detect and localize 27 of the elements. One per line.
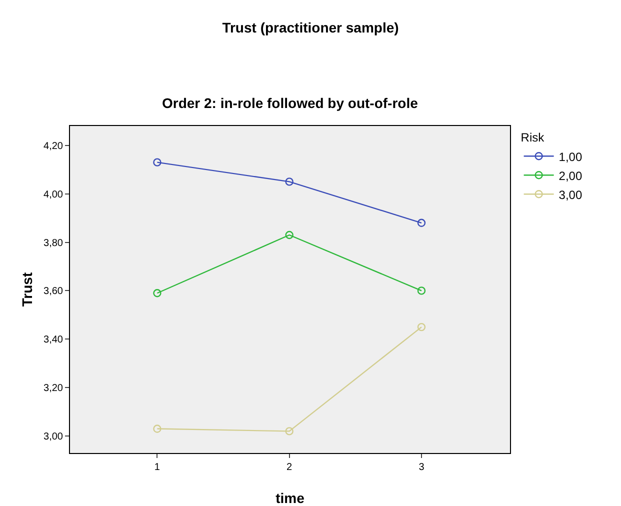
y-tick-label: 3,20 — [44, 383, 64, 394]
point — [285, 178, 294, 186]
chart-title: Trust (practitioner sample) — [222, 20, 399, 36]
y-tick-label: 4,20 — [44, 140, 64, 152]
legend-label: 1,00 — [558, 150, 582, 164]
legend-label: 3,00 — [558, 188, 582, 202]
point — [285, 427, 294, 436]
y-tick-label: 4,00 — [44, 189, 64, 200]
x-tick-label: 3 — [418, 462, 425, 473]
y-tick-label: 3,80 — [44, 238, 64, 249]
point — [285, 230, 294, 240]
chart-subtitle: Order 2: in-role followed by out-of-role — [162, 95, 418, 111]
y-tick-label: 3,00 — [44, 432, 64, 443]
point — [417, 218, 426, 227]
y-axis-title: Trust — [19, 272, 35, 307]
legend-title: Risk — [520, 130, 546, 145]
x-axis-title: time — [276, 490, 305, 506]
y-tick-label: 3,60 — [44, 286, 64, 298]
point — [417, 286, 426, 295]
point — [417, 322, 426, 332]
legend-label: 2,00 — [558, 168, 582, 183]
x-tick-label: 1 — [154, 462, 160, 473]
point — [153, 289, 162, 298]
point — [153, 158, 162, 166]
point — [153, 424, 162, 433]
y-tick-label: 3,40 — [44, 334, 64, 346]
x-tick-label: 2 — [286, 462, 293, 473]
